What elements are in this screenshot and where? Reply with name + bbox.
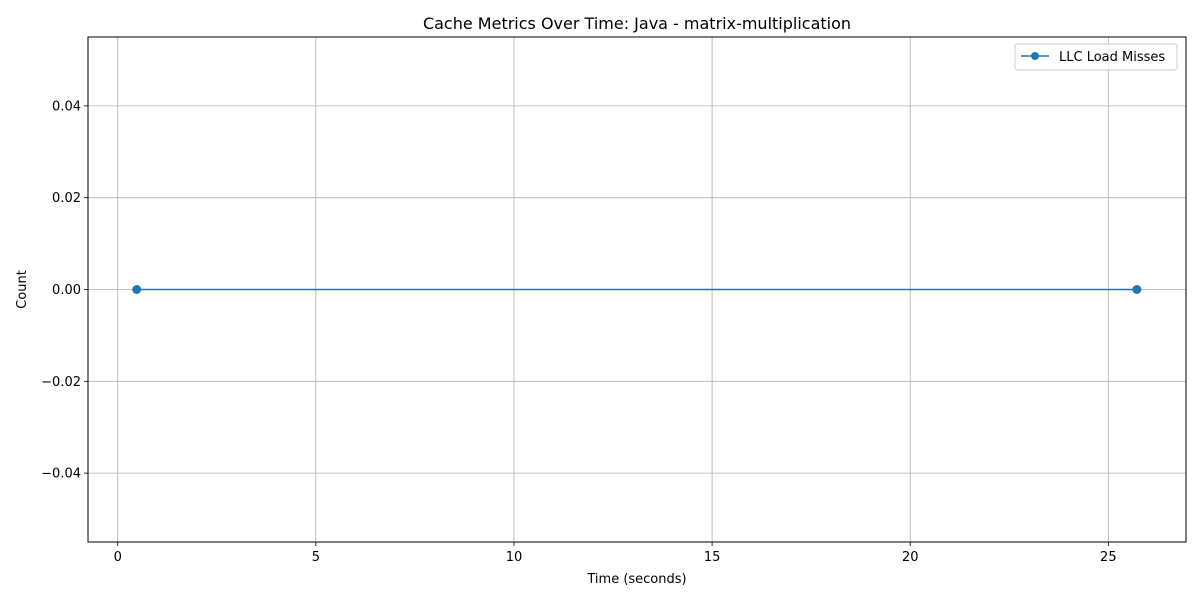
- x-axis-ticks: 0 5 10 15 20 25: [114, 542, 1117, 565]
- legend-box: [1014, 43, 1178, 71]
- x-tick-label: 10: [506, 550, 523, 565]
- x-tick-label: 20: [902, 550, 919, 565]
- y-tick-label: −0.02: [41, 375, 81, 390]
- y-tick-label: 0.02: [52, 191, 81, 206]
- data-point: [132, 285, 142, 294]
- y-tick-label: 0.04: [52, 99, 81, 114]
- x-tick-label: 0: [114, 550, 122, 565]
- legend: LLC Load Misses: [1014, 43, 1178, 71]
- series-layer: [132, 285, 1142, 294]
- legend-label: LLC Load Misses: [1059, 50, 1165, 65]
- y-tick-label: 0.00: [52, 283, 81, 298]
- y-tick-label: −0.04: [41, 467, 81, 482]
- x-tick-label: 15: [704, 550, 721, 565]
- x-tick-label: 5: [312, 550, 320, 565]
- y-axis-ticks: −0.04 −0.02 0.00 0.02 0.04: [41, 99, 88, 482]
- chart-title: Cache Metrics Over Time: Java - matrix-m…: [423, 14, 851, 33]
- legend-marker: [1031, 52, 1039, 60]
- x-axis-label: Time (seconds): [586, 572, 686, 587]
- y-axis-label: Count: [15, 270, 30, 309]
- data-point: [1132, 285, 1142, 294]
- x-tick-label: 25: [1100, 550, 1117, 565]
